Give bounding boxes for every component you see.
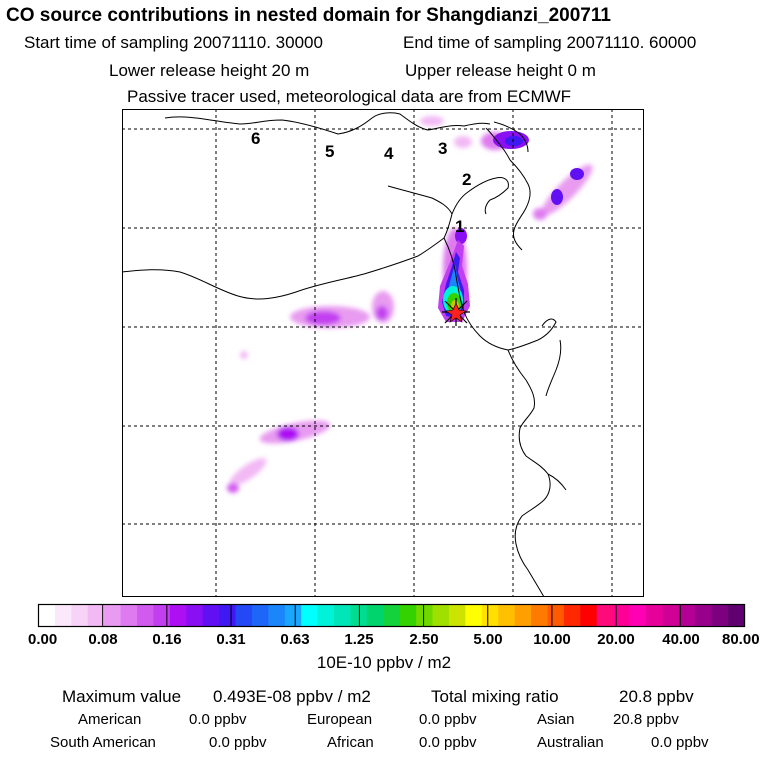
source-value-american: 0.0 ppbv <box>189 711 247 728</box>
plume-patch <box>376 306 388 320</box>
plume-core <box>570 168 584 180</box>
colorbar-tick: 0.00 <box>28 631 58 648</box>
chart-title: CO source contributions in nested domain… <box>6 5 611 26</box>
plume-layer <box>227 116 593 493</box>
colorbar-units: 10E-10 ppbv / m2 <box>316 653 452 672</box>
plume-patch <box>240 351 248 359</box>
total-mixing-value: 20.8 ppbv <box>619 687 694 706</box>
colorbar-tick: 10.00 <box>533 631 571 648</box>
colorbar-tick: 0.63 <box>280 631 310 648</box>
map-frame <box>122 109 644 597</box>
plume-patch <box>420 116 444 126</box>
colorbar-tick: 40.00 <box>662 631 700 648</box>
source-label-european: European <box>307 711 373 728</box>
source-value-european: 0.0 ppbv <box>419 711 477 728</box>
source-value-australian: 0.0 ppbv <box>651 734 709 751</box>
source-label-australian: Australian <box>537 734 604 751</box>
source-value-african: 0.0 ppbv <box>419 734 477 751</box>
upper-release-label: Upper release height 0 m <box>405 61 596 80</box>
end-time-label: End time of sampling 20071110. 60000 <box>403 33 697 52</box>
source-label-asian: Asian <box>537 711 575 728</box>
map-panel: 6 5 4 3 2 1 <box>122 109 644 597</box>
colorbar-tick: 0.16 <box>152 631 182 648</box>
receptor-star-marker <box>442 298 470 326</box>
colorbar-tick: 2.50 <box>409 631 439 648</box>
region-label-4: 4 <box>384 144 394 163</box>
colorbar-tick: 0.08 <box>88 631 118 648</box>
plume-patch <box>533 208 547 220</box>
region-label-6: 6 <box>251 129 260 148</box>
region-label-3: 3 <box>438 139 447 158</box>
tracer-label: Passive tracer used, meteorological data… <box>127 87 572 106</box>
source-value-asian: 20.8 ppbv <box>613 711 679 728</box>
plume-core <box>505 136 523 146</box>
plume-core <box>551 189 563 205</box>
colorbar-tick: 1.25 <box>344 631 374 648</box>
start-time-label: Start time of sampling 20071110. 30000 <box>24 33 323 52</box>
source-value-south-american: 0.0 ppbv <box>209 734 267 751</box>
plume-patch <box>229 458 267 486</box>
coastline-layer <box>122 112 567 597</box>
colorbar-tick: 20.00 <box>597 631 635 648</box>
max-value: 0.493E-08 ppbv / m2 <box>213 687 371 706</box>
source-label-american: American <box>78 711 142 728</box>
lower-release-label: Lower release height 20 m <box>109 61 310 80</box>
grid-layer <box>122 109 644 597</box>
total-mixing-label: Total mixing ratio <box>431 687 559 706</box>
region-label-1: 1 <box>455 217 464 236</box>
plume-patch <box>277 427 299 441</box>
colorbar-tick: 80.00 <box>722 631 760 648</box>
region-label-2: 2 <box>462 170 471 189</box>
region-label-5: 5 <box>325 142 334 161</box>
plume-patch <box>305 311 341 325</box>
plume-patch <box>454 136 472 148</box>
plume-patch <box>227 483 239 493</box>
colorbar-tick: 0.31 <box>216 631 246 648</box>
colorbar-tick: 5.00 <box>473 631 503 648</box>
source-label-south-american: South American <box>50 734 156 751</box>
source-label-african: African <box>327 734 374 751</box>
max-value-label: Maximum value <box>62 687 182 706</box>
